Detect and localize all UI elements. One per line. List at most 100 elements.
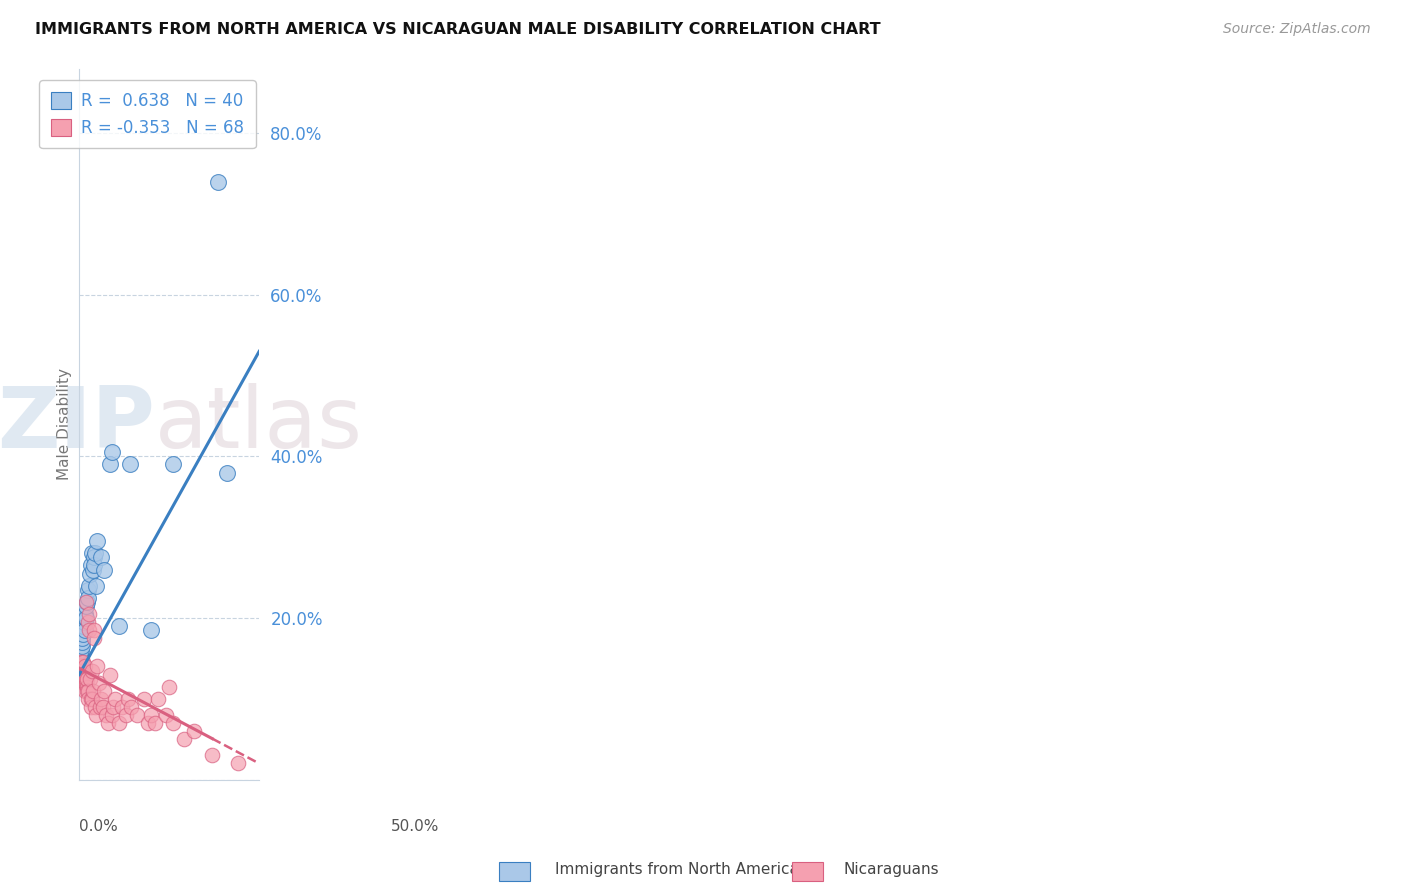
- Text: ZIP: ZIP: [0, 383, 155, 466]
- Point: [207, 175, 229, 189]
- Point: [72, 675, 94, 690]
- Point: [75, 599, 97, 613]
- Point: [80, 558, 103, 573]
- Point: [86, 659, 108, 673]
- Point: [73, 675, 96, 690]
- Point: [157, 680, 180, 694]
- Point: [73, 623, 96, 637]
- Point: [69, 656, 91, 670]
- Point: [86, 708, 108, 723]
- Point: [70, 640, 93, 654]
- Point: [80, 691, 103, 706]
- Point: [139, 623, 162, 637]
- Point: [183, 724, 205, 739]
- Point: [76, 595, 98, 609]
- Point: [77, 683, 100, 698]
- Point: [72, 627, 94, 641]
- Point: [87, 675, 110, 690]
- Point: [83, 550, 105, 565]
- Point: [103, 699, 125, 714]
- Point: [84, 699, 107, 714]
- Text: Immigrants from North America: Immigrants from North America: [555, 863, 799, 877]
- Point: [111, 699, 134, 714]
- Point: [75, 675, 97, 690]
- Point: [107, 716, 129, 731]
- Point: [86, 534, 108, 549]
- Point: [117, 691, 139, 706]
- Point: [104, 691, 127, 706]
- Point: [75, 683, 97, 698]
- Point: [98, 458, 121, 472]
- Point: [120, 699, 142, 714]
- Point: [73, 672, 96, 686]
- Point: [77, 607, 100, 621]
- Point: [79, 672, 101, 686]
- Point: [75, 607, 97, 621]
- Point: [132, 691, 155, 706]
- Point: [70, 659, 93, 673]
- Point: [136, 716, 159, 731]
- Point: [73, 667, 96, 681]
- Point: [70, 667, 93, 681]
- Text: Source: ZipAtlas.com: Source: ZipAtlas.com: [1223, 22, 1371, 37]
- Point: [77, 591, 100, 605]
- Point: [125, 708, 148, 723]
- Point: [79, 566, 101, 581]
- Point: [69, 643, 91, 657]
- Point: [143, 716, 166, 731]
- Point: [91, 699, 114, 714]
- Point: [73, 659, 96, 673]
- Point: [83, 558, 105, 573]
- Point: [115, 708, 138, 723]
- Point: [215, 466, 238, 480]
- Point: [83, 623, 105, 637]
- Point: [76, 582, 98, 597]
- Point: [90, 550, 112, 565]
- Point: [69, 648, 91, 662]
- Point: [100, 708, 122, 723]
- Point: [72, 664, 94, 678]
- Point: [72, 631, 94, 645]
- Y-axis label: Male Disability: Male Disability: [58, 368, 72, 480]
- Point: [100, 445, 122, 459]
- Point: [69, 667, 91, 681]
- Point: [162, 458, 184, 472]
- Point: [69, 664, 91, 678]
- Point: [76, 683, 98, 698]
- Point: [75, 672, 97, 686]
- Point: [83, 631, 105, 645]
- Point: [93, 683, 115, 698]
- Point: [84, 546, 107, 560]
- Point: [69, 659, 91, 673]
- Point: [90, 691, 112, 706]
- Point: [82, 562, 104, 576]
- Point: [77, 623, 100, 637]
- Point: [118, 458, 141, 472]
- Point: [201, 748, 224, 763]
- Point: [75, 595, 97, 609]
- Point: [86, 579, 108, 593]
- Point: [70, 651, 93, 665]
- Point: [93, 562, 115, 576]
- Point: [72, 619, 94, 633]
- Point: [69, 664, 91, 678]
- Point: [97, 716, 120, 731]
- Point: [70, 656, 93, 670]
- Point: [82, 683, 104, 698]
- Point: [80, 546, 103, 560]
- Point: [70, 672, 93, 686]
- Point: [80, 664, 103, 678]
- Text: 50.0%: 50.0%: [391, 819, 439, 834]
- Text: 0.0%: 0.0%: [79, 819, 118, 834]
- Point: [77, 579, 100, 593]
- Point: [98, 667, 121, 681]
- Point: [89, 699, 111, 714]
- Point: [155, 708, 177, 723]
- Point: [76, 615, 98, 629]
- Text: atlas: atlas: [155, 383, 363, 466]
- Point: [139, 708, 162, 723]
- Point: [107, 619, 129, 633]
- Point: [69, 672, 91, 686]
- Point: [94, 708, 117, 723]
- Point: [162, 716, 184, 731]
